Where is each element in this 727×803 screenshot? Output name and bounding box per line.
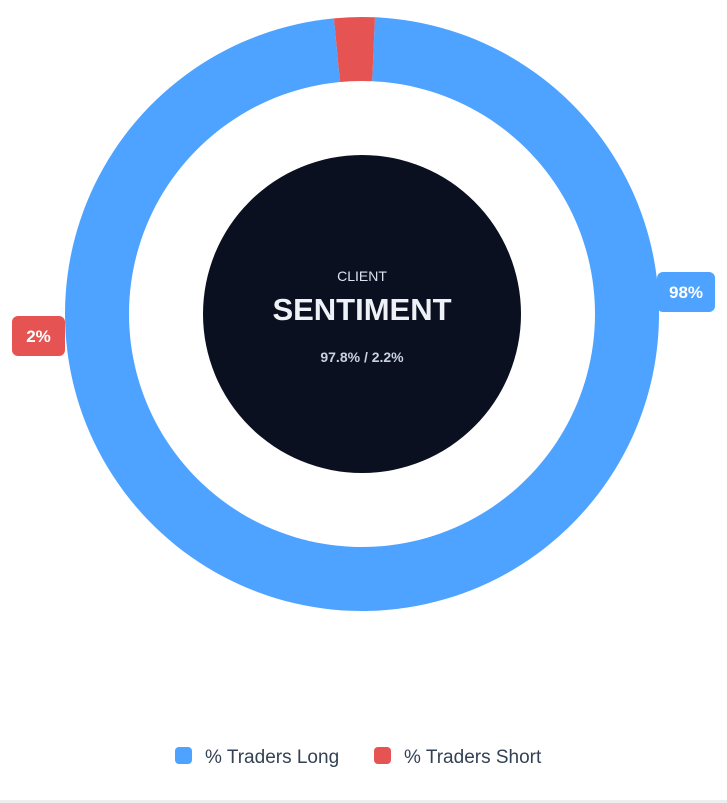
center-title: SENTIMENT bbox=[272, 292, 451, 327]
slice-short[interactable] bbox=[333, 17, 375, 83]
legend-swatch-short bbox=[374, 747, 391, 764]
legend-item-long[interactable]: % Traders Long bbox=[175, 747, 339, 768]
legend-label-short: % Traders Short bbox=[404, 747, 542, 768]
center-overline: CLIENT bbox=[337, 268, 387, 284]
data-label-text: 2% bbox=[26, 327, 51, 346]
data-label-badge bbox=[12, 316, 65, 356]
legend: % Traders Long % Traders Short bbox=[175, 747, 542, 768]
legend-item-short[interactable]: % Traders Short bbox=[374, 747, 542, 768]
center-subtitle: 97.8% / 2.2% bbox=[320, 349, 404, 365]
data-label-badge bbox=[657, 272, 715, 312]
data-label-short: 2% bbox=[12, 316, 65, 356]
legend-swatch-long bbox=[175, 747, 192, 764]
data-label-text: 98% bbox=[669, 283, 703, 302]
center-disc bbox=[203, 155, 521, 473]
data-labels: 98% 2% bbox=[12, 272, 715, 356]
donut-slices bbox=[65, 17, 660, 611]
data-label-long: 98% bbox=[657, 272, 715, 312]
bottom-divider bbox=[0, 800, 727, 803]
legend-label-long: % Traders Long bbox=[205, 747, 339, 768]
